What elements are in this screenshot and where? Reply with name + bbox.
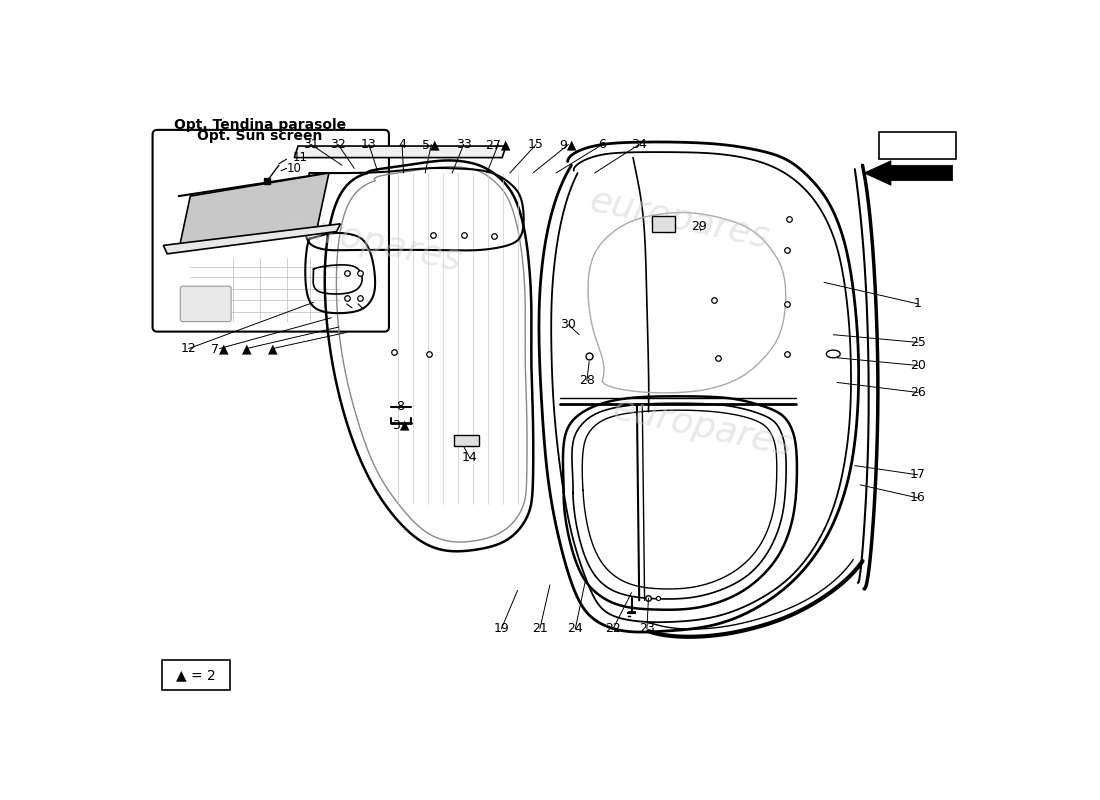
Text: Opt. Sun screen: Opt. Sun screen xyxy=(197,129,322,143)
Text: 13: 13 xyxy=(361,138,377,151)
Text: 31: 31 xyxy=(304,138,319,151)
Text: 26: 26 xyxy=(910,386,926,399)
FancyBboxPatch shape xyxy=(180,286,231,322)
FancyBboxPatch shape xyxy=(454,435,480,446)
Text: 18: 18 xyxy=(658,220,673,233)
Text: 20: 20 xyxy=(910,359,926,372)
FancyBboxPatch shape xyxy=(651,216,674,231)
Text: 7▲: 7▲ xyxy=(211,342,229,355)
Text: europares: europares xyxy=(586,183,772,255)
FancyBboxPatch shape xyxy=(162,660,230,690)
Text: ▲: ▲ xyxy=(242,342,251,355)
Text: 15: 15 xyxy=(528,138,544,151)
Text: 19: 19 xyxy=(494,622,509,635)
FancyBboxPatch shape xyxy=(880,132,957,159)
Text: 34: 34 xyxy=(631,138,647,151)
Text: Opt. Tendina parasole: Opt. Tendina parasole xyxy=(174,118,345,132)
Polygon shape xyxy=(163,224,341,254)
Text: 16: 16 xyxy=(910,491,926,505)
Text: 1: 1 xyxy=(914,298,922,310)
Text: 29: 29 xyxy=(692,220,707,233)
Text: 14: 14 xyxy=(462,451,477,464)
Text: 6: 6 xyxy=(598,138,606,151)
Text: 3▲: 3▲ xyxy=(392,418,409,431)
FancyBboxPatch shape xyxy=(153,130,389,332)
Ellipse shape xyxy=(826,350,840,358)
Text: 8: 8 xyxy=(396,400,405,413)
Text: 4: 4 xyxy=(398,138,406,151)
Text: europares: europares xyxy=(609,391,795,462)
Text: 10: 10 xyxy=(287,162,301,175)
Text: 11: 11 xyxy=(293,151,308,164)
Polygon shape xyxy=(295,146,506,158)
Text: 23: 23 xyxy=(639,622,654,635)
Text: 27▲: 27▲ xyxy=(485,138,512,151)
Text: 25: 25 xyxy=(910,336,926,349)
Text: 30: 30 xyxy=(560,318,576,331)
Text: 22: 22 xyxy=(605,622,620,635)
Text: 21: 21 xyxy=(532,622,548,635)
Polygon shape xyxy=(178,173,329,250)
Text: 17: 17 xyxy=(910,468,926,482)
Text: ▲: ▲ xyxy=(268,342,277,355)
Text: 32: 32 xyxy=(330,138,346,151)
Text: 33: 33 xyxy=(455,138,472,151)
Text: 9▲: 9▲ xyxy=(560,138,578,151)
Text: 5▲: 5▲ xyxy=(422,138,440,151)
Text: ▲ = 2: ▲ = 2 xyxy=(176,668,216,682)
Text: 28: 28 xyxy=(579,374,595,387)
Text: europares: europares xyxy=(278,206,464,278)
Text: 12: 12 xyxy=(180,342,197,355)
Polygon shape xyxy=(865,161,953,186)
Text: 24: 24 xyxy=(568,622,583,635)
